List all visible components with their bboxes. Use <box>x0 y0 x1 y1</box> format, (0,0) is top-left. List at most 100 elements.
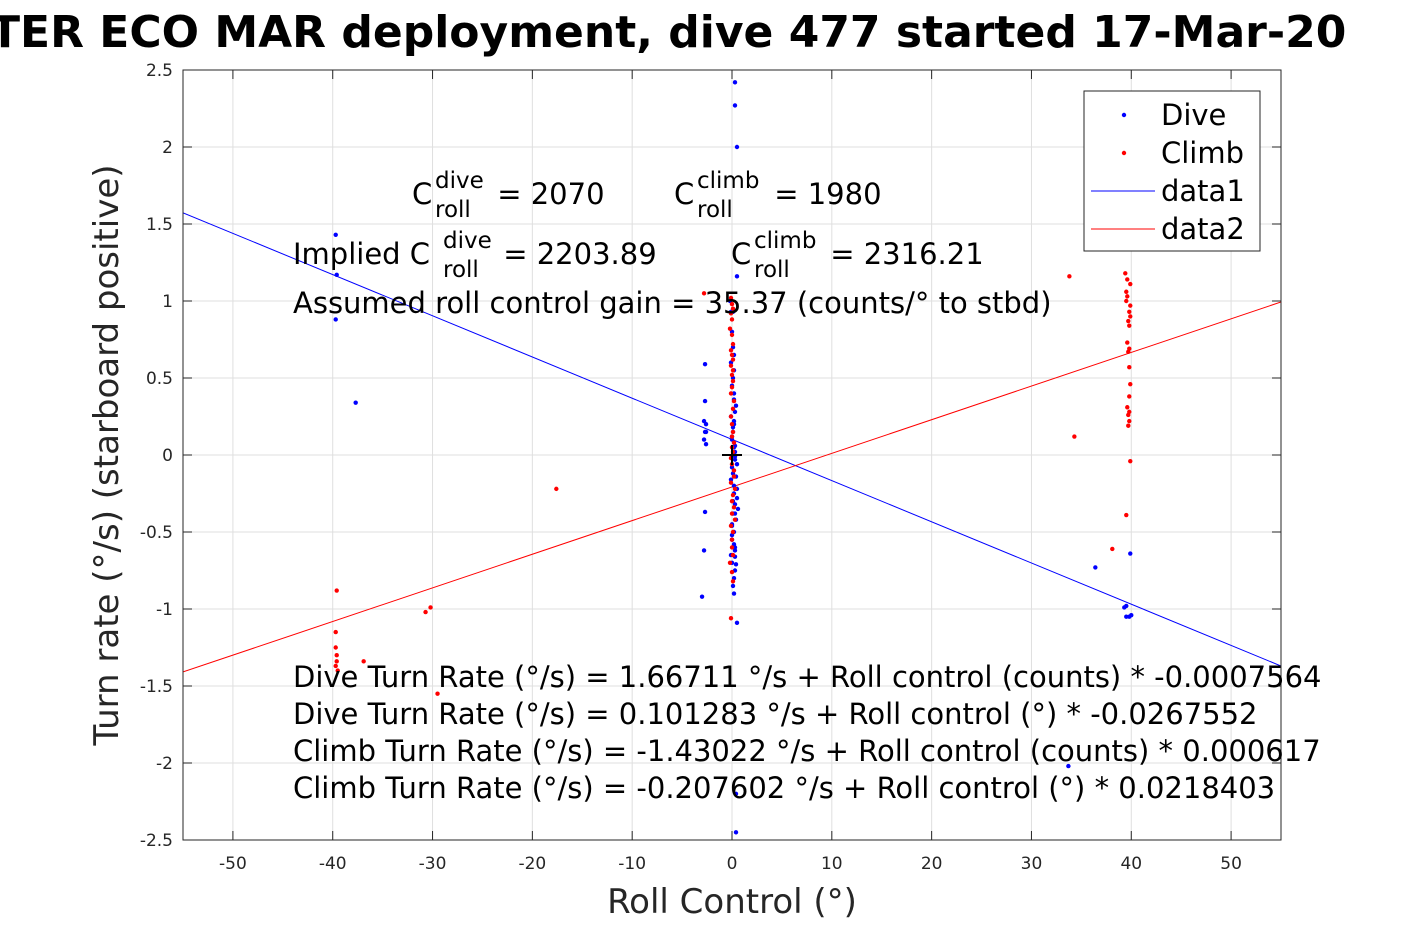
data-point <box>728 391 734 396</box>
x-tick-label: -20 <box>518 854 546 874</box>
data-point <box>333 317 338 322</box>
legend-item-climb: Climb <box>1121 136 1244 170</box>
y-tick-label: 0 <box>162 446 173 466</box>
x-tick-label: 10 <box>821 854 843 874</box>
data-point <box>1126 349 1131 355</box>
implied-dive-value: = 2203.89 <box>494 237 657 271</box>
data-point <box>730 579 736 584</box>
data-point <box>730 529 736 535</box>
data-point <box>333 629 338 635</box>
data-point <box>1125 405 1130 410</box>
data-point <box>734 462 740 467</box>
data-point <box>728 414 734 419</box>
c-dive-sup: dive <box>435 168 484 194</box>
data-point <box>701 437 707 442</box>
data-point <box>333 663 338 669</box>
data-point <box>732 517 738 522</box>
series-climb <box>333 271 1133 696</box>
data-point <box>734 274 740 279</box>
legend-label: Climb <box>1161 136 1244 170</box>
data-point <box>333 232 338 237</box>
data-point <box>361 659 366 664</box>
data-point <box>334 272 339 278</box>
legend-label: data1 <box>1161 174 1245 208</box>
data-point <box>1122 605 1127 610</box>
data-point <box>699 594 705 599</box>
legend-marker <box>1121 150 1127 156</box>
data-point <box>728 523 734 529</box>
data-point <box>1125 340 1130 345</box>
data-point <box>1110 546 1115 552</box>
data-point <box>728 616 734 621</box>
legend-label: data2 <box>1161 212 1245 246</box>
implied-dive-sub: roll <box>443 257 479 283</box>
c-climb-prefix: C <box>674 177 694 211</box>
legend-label: Dive <box>1161 98 1226 132</box>
data-point <box>730 368 736 373</box>
data-point <box>1128 314 1133 319</box>
y-tick-label: 2 <box>162 138 173 158</box>
x-tick-label: 50 <box>1220 854 1242 874</box>
data-point <box>1066 763 1071 769</box>
annotation-implied-dive: Implied C dive roll = 2203.89 <box>293 228 657 283</box>
x-tick-label: 0 <box>727 854 738 874</box>
data-point <box>731 398 737 404</box>
svg-text:C: C <box>412 177 432 211</box>
axis-ticks: -50 -40 -30 -20 -10 0 10 20 30 40 50-2.5-2-1.5-1-0… <box>140 61 1281 874</box>
data-point <box>728 348 734 353</box>
data-points <box>333 80 1134 835</box>
annotation-implied-climb: C climb roll = 2316.21 <box>731 228 984 283</box>
data-point <box>730 583 736 589</box>
data-point <box>1125 277 1130 282</box>
data-point <box>1127 394 1132 399</box>
data-point <box>729 545 735 550</box>
data-point <box>1072 434 1077 439</box>
origin-marker <box>722 445 742 465</box>
c-climb-sup: climb <box>697 168 759 194</box>
data-point <box>1067 274 1072 279</box>
data-point <box>733 830 739 835</box>
data-point <box>728 477 734 482</box>
data-point <box>423 609 428 615</box>
implied-dive-prefix: Implied C <box>293 237 430 271</box>
x-tick-label: 20 <box>921 854 943 874</box>
data-point <box>702 361 708 367</box>
equation-climb-degrees: Climb Turn Rate (°/s) = -0.207602 °/s + … <box>293 771 1275 805</box>
x-tick-label: -40 <box>319 854 347 874</box>
data-point <box>1124 298 1129 304</box>
data-point <box>435 691 440 696</box>
legend-box <box>1083 90 1261 252</box>
x-tick-label: -50 <box>219 854 247 874</box>
fit-line-data2 <box>183 301 1281 673</box>
y-tick-label: -1.5 <box>140 677 173 697</box>
data-point <box>734 495 740 501</box>
data-point <box>333 645 338 650</box>
data-point <box>730 378 736 384</box>
equation-climb-counts: Climb Turn Rate (°/s) = -1.43022 °/s + R… <box>293 734 1321 768</box>
data-point <box>1127 409 1132 415</box>
data-point <box>1126 318 1131 324</box>
data-point <box>729 434 735 439</box>
data-point <box>728 480 734 485</box>
data-point <box>1123 271 1128 276</box>
data-point <box>728 295 734 301</box>
y-tick-label: 0.5 <box>146 369 173 389</box>
x-tick-label: -30 <box>419 854 447 874</box>
data-point <box>1128 281 1133 287</box>
data-point <box>729 537 735 542</box>
legend-items: Dive Climb data1 data2 <box>1091 98 1245 246</box>
c-dive-sub: roll <box>435 197 471 223</box>
data-point <box>733 562 739 567</box>
data-point <box>730 357 736 362</box>
x-tick-label: -10 <box>618 854 646 874</box>
data-point <box>732 457 738 462</box>
x-tick-label: 40 <box>1120 854 1142 874</box>
data-point <box>1126 423 1131 428</box>
data-point <box>730 341 736 347</box>
y-tick-label: -2 <box>156 754 173 774</box>
data-point <box>729 372 735 378</box>
data-point <box>703 422 709 427</box>
data-point <box>727 560 733 565</box>
legend-marker <box>1121 112 1127 118</box>
